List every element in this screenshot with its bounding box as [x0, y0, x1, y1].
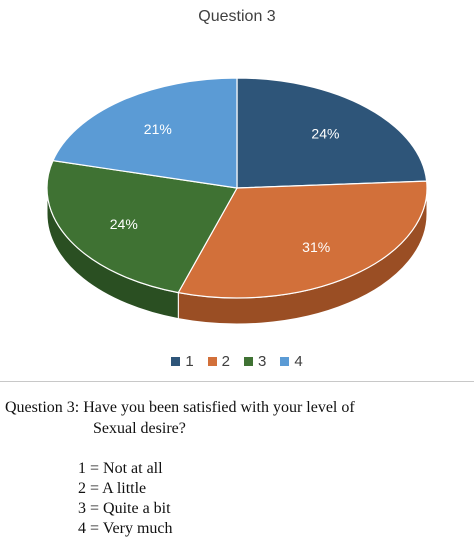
legend-item-3: 3	[244, 353, 266, 370]
question-text-continued: Sexual desire?	[93, 420, 186, 437]
legend-item-2: 2	[207, 353, 230, 370]
data-label-3: 24%	[110, 216, 138, 232]
legend-label-1: 1	[185, 353, 194, 370]
legend-swatch-3	[244, 357, 253, 366]
data-label-1: 24%	[311, 125, 339, 141]
pie-chart: Question 3 24% 31% 24% 21% 1 2 3 4	[0, 8, 474, 370]
pie-slice-3	[46, 159, 238, 294]
divider	[0, 381, 474, 382]
pie-slice-1	[236, 77, 428, 189]
scale-item-1: 1 = Not at all	[78, 460, 163, 477]
legend-item-4: 4	[280, 353, 303, 370]
legend-label-3: 3	[258, 353, 267, 370]
pie-slice-4	[52, 77, 238, 189]
pie-slice-2	[177, 180, 428, 299]
data-label-2: 31%	[302, 239, 330, 255]
legend-swatch-1	[171, 357, 181, 366]
question-text: Question 3: Have you been satisfied with…	[5, 399, 355, 416]
data-label-4: 21%	[144, 121, 172, 137]
pie-svg: 24% 31% 24% 21%	[46, 77, 428, 325]
scale-item-4: 4 = Very much	[78, 520, 173, 537]
scale-item-3: 3 = Quite a bit	[78, 500, 171, 517]
legend-label-2: 2	[221, 353, 230, 370]
legend: 1 2 3 4	[0, 353, 474, 370]
legend-swatch-4	[280, 357, 290, 366]
legend-swatch-2	[207, 357, 217, 366]
scale-item-2: 2 = A little	[78, 480, 147, 497]
chart-title: Question 3	[198, 8, 276, 25]
legend-label-4: 4	[294, 353, 303, 370]
legend-item-1: 1	[171, 353, 194, 370]
